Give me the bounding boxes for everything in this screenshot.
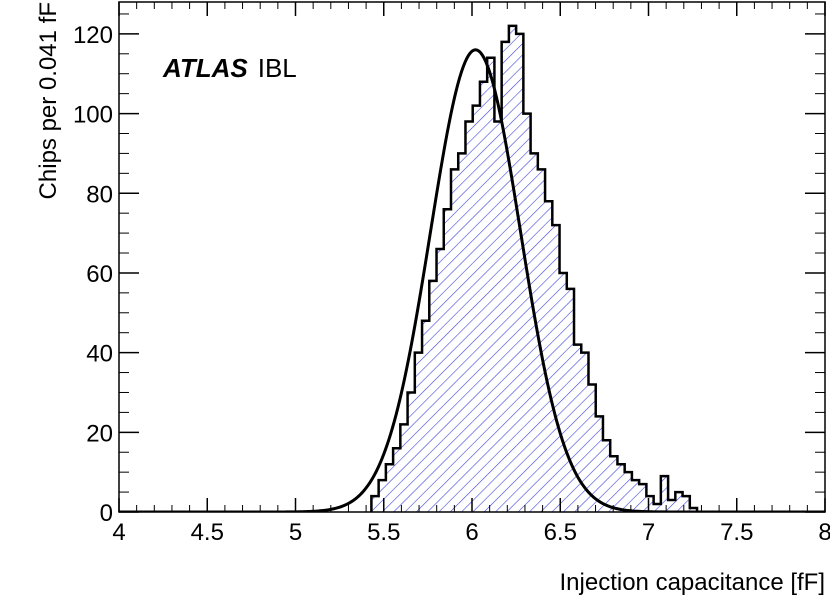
histogram-bar	[559, 272, 567, 512]
histogram-bar	[624, 472, 632, 512]
histogram-bar	[610, 456, 618, 512]
histogram-bar	[574, 344, 582, 512]
y-tick-label: 60	[86, 261, 113, 288]
y-tick-label: 0	[100, 500, 113, 527]
histogram-bar	[617, 464, 625, 512]
histogram-bar	[443, 209, 451, 512]
x-axis-ticks: 4 4.5 5 5.5 6 6.5 7 7.5 8	[112, 2, 830, 546]
x-tick-label: 5	[289, 519, 302, 546]
histogram-bar	[436, 249, 444, 512]
histogram-bar	[429, 280, 437, 512]
x-axis-title: Injection capacitance [fF]	[560, 569, 825, 596]
y-tick-label: 80	[86, 181, 113, 208]
y-tick-label: 120	[73, 22, 113, 49]
x-tick-label: 6.5	[544, 519, 577, 546]
atlas-label-bold: ATLAS	[162, 53, 248, 83]
x-tick-label: 5.5	[367, 519, 400, 546]
histogram-bar	[479, 81, 488, 512]
histogram-bar	[472, 105, 480, 512]
histogram-bar	[487, 57, 495, 512]
histogram-bar	[646, 496, 654, 512]
histogram-bar	[508, 25, 517, 512]
histogram-bar	[501, 41, 509, 512]
y-tick-label: 40	[86, 341, 113, 368]
y-axis-title: Chips per 0.041 fF	[35, 2, 62, 199]
histogram-bar	[458, 153, 466, 512]
histogram-bar	[465, 121, 473, 512]
histogram-bar	[682, 496, 690, 512]
histogram-bar	[494, 121, 502, 512]
histogram-bar	[400, 424, 408, 512]
histogram-bar	[545, 201, 553, 512]
x-tick-label: 8	[818, 519, 830, 546]
x-tick-label: 7.5	[720, 519, 753, 546]
histogram-bar	[588, 384, 596, 512]
histogram-bar	[660, 476, 669, 512]
x-tick-label: 4	[112, 519, 125, 546]
histogram-outline	[370, 24, 699, 512]
histogram-bar	[653, 504, 661, 512]
histogram-bar	[595, 416, 603, 512]
x-tick-label: 4.5	[191, 519, 224, 546]
histogram-bar	[516, 33, 524, 512]
histogram-bar	[566, 288, 575, 512]
histogram-bar	[581, 352, 589, 512]
y-axis-ticks: 0 20 40 60 80 100 120	[73, 13, 825, 527]
histogram-bar	[639, 484, 647, 512]
histogram-bar	[407, 392, 415, 512]
histogram-bar	[378, 480, 386, 512]
histogram-bar	[689, 508, 698, 512]
histogram-bar	[668, 500, 676, 512]
histogram-bar	[631, 480, 640, 512]
histogram-bar	[537, 169, 546, 512]
histogram-bar	[523, 113, 531, 512]
histogram-bar	[602, 440, 611, 512]
histogram-bar	[385, 464, 394, 512]
x-tick-label: 7	[642, 519, 655, 546]
histogram-bar	[393, 448, 401, 512]
y-tick-label: 20	[86, 420, 113, 447]
histogram-bar	[422, 320, 430, 512]
histogram-bar	[530, 153, 538, 512]
x-tick-label: 6	[465, 519, 478, 546]
gaussian-fit-curve	[119, 48, 825, 512]
histogram-bar	[450, 169, 459, 512]
histogram-bar	[414, 352, 423, 512]
histogram-bar	[552, 225, 560, 512]
atlas-label-ibl: IBL	[258, 53, 297, 83]
atlas-label: ATLAS IBL	[162, 53, 297, 83]
y-tick-label: 100	[73, 102, 113, 129]
histogram-bar	[371, 496, 379, 512]
histogram-bar	[675, 492, 683, 512]
histogram-bars	[370, 24, 699, 512]
